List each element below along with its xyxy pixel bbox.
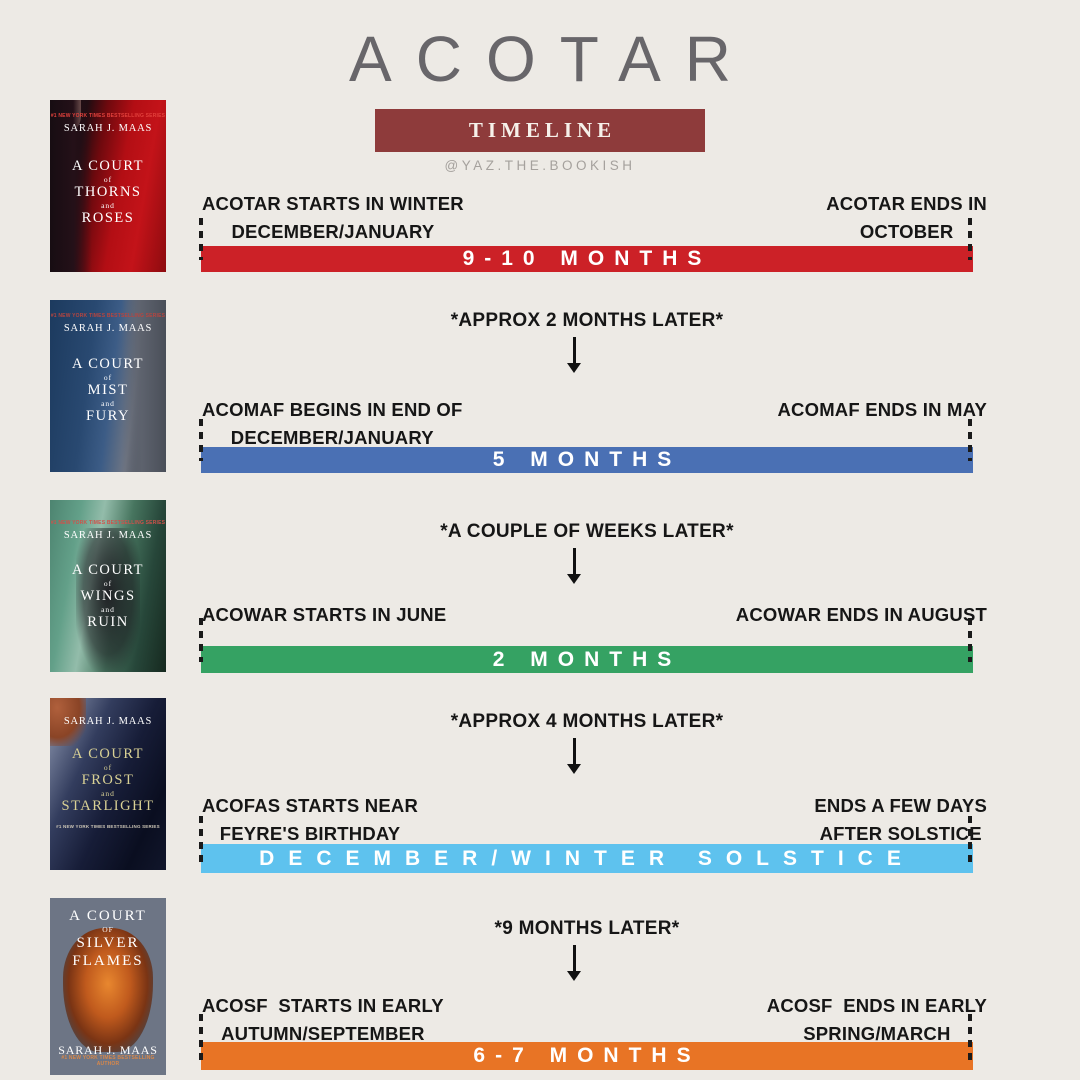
timeline-section-acotar: ACOTAR STARTS IN WINTER DECEMBER/JANUARY… (199, 190, 987, 272)
start-label: ACOTAR STARTS IN WINTER DECEMBER/JANUARY (202, 193, 464, 242)
cover-series-note: #1 NEW YORK TIMES BESTSELLING AUTHOR (61, 1055, 155, 1067)
down-arrow-icon (563, 337, 586, 375)
timeline-end-marker (968, 618, 972, 662)
duration-bar-acofas: DECEMBER/WINTER SOLSTICE (201, 844, 973, 873)
duration-label: 9-10 MONTHS (462, 247, 712, 270)
book-cover-acosf: A COURT OF SILVER FLAMES SARAH J. MAAS #… (50, 898, 166, 1075)
gap-note: *APPROX 2 MONTHS LATER* (450, 310, 724, 331)
cover-series-note: #1 NEW YORK TIMES BESTSELLING SERIES (50, 313, 166, 319)
duration-bar-acomaf: 5 MONTHS (201, 447, 973, 473)
timeline-end-marker (968, 1014, 972, 1060)
cover-author: SARAH J. MAAS (63, 716, 153, 727)
duration-bar-acowar: 2 MONTHS (201, 646, 973, 673)
duration-label: 6-7 MONTHS (473, 1044, 701, 1067)
duration-bar-acotar: 9-10 MONTHS (201, 246, 973, 272)
end-label: ACOSF ENDS IN EARLY SPRING/MARCH (766, 995, 987, 1044)
down-arrow-icon (563, 945, 586, 983)
cover-author: SARAH J. MAAS (63, 123, 153, 134)
timeline-start-marker (199, 419, 203, 461)
timeline-end-marker (968, 419, 972, 461)
down-arrow-icon (563, 548, 586, 586)
duration-bar-acosf: 6-7 MONTHS (201, 1042, 973, 1070)
timeline-start-marker (199, 816, 203, 864)
gap-note: *A COUPLE OF WEEKS LATER* (440, 521, 734, 542)
timeline-badge: TIMELINE (375, 109, 705, 152)
timeline-start-marker (199, 1014, 203, 1060)
timeline-end-marker (968, 816, 972, 864)
cover-title: A COURT OF SILVER FLAMES (69, 908, 147, 969)
cover-author: SARAH J. MAAS (58, 1043, 158, 1057)
cover-title: A COURT of FROST and STARLIGHT (61, 746, 155, 814)
start-label: ACOMAF BEGINS IN END OF DECEMBER/JANUARY (202, 399, 463, 448)
down-arrow-icon (563, 738, 586, 776)
start-label: ACOSF STARTS IN EARLY AUTUMN/SEPTEMBER (202, 995, 444, 1044)
timeline-section-acofas: *APPROX 4 MONTHS LATER* ACOFAS STARTS NE… (199, 711, 987, 874)
end-label: ACOMAF ENDS IN MAY (777, 399, 987, 420)
gap-note: *9 MONTHS LATER* (494, 918, 680, 939)
start-label: ACOWAR STARTS IN JUNE (202, 604, 447, 625)
book-cover-acofas: SARAH J. MAAS A COURT of FROST and STARL… (50, 698, 166, 870)
cover-title: A COURT of MIST and FURY (71, 356, 145, 424)
cover-series-note: #1 NEW YORK TIMES BESTSELLING SERIES (56, 824, 160, 829)
timeline-end-marker (968, 218, 972, 260)
end-label: ENDS A FEW DAYS AFTER SOLSTICE (814, 795, 987, 844)
timeline-start-marker (199, 618, 203, 662)
cover-series-note: #1 NEW YORK TIMES BESTSELLING SERIES (50, 520, 166, 526)
page-title: ACOTAR (349, 23, 755, 95)
cover-series-note: #1 NEW YORK TIMES BESTSELLING SERIES (50, 113, 166, 119)
timeline-start-marker (199, 218, 203, 260)
gap-note: *APPROX 4 MONTHS LATER* (450, 711, 724, 732)
duration-label: DECEMBER/WINTER SOLSTICE (259, 846, 915, 870)
cover-author: SARAH J. MAAS (63, 323, 153, 334)
duration-label: 5 MONTHS (492, 448, 682, 471)
book-cover-acotar: #1 NEW YORK TIMES BESTSELLING SERIES SAR… (50, 100, 166, 272)
end-label: ACOWAR ENDS IN AUGUST (735, 604, 987, 625)
book-cover-acomaf: #1 NEW YORK TIMES BESTSELLING SERIES SAR… (50, 300, 166, 472)
timeline-section-acomaf: *APPROX 2 MONTHS LATER* ACOMAF BEGINS IN… (199, 310, 987, 475)
instagram-handle: @YAZ.THE.BOOKISH (444, 158, 636, 173)
book-cover-acowar: #1 NEW YORK TIMES BESTSELLING SERIES SAR… (50, 500, 166, 672)
timeline-section-acosf: *9 MONTHS LATER* ACOSF STARTS IN EARLY A… (199, 918, 987, 1071)
duration-label: 2 MONTHS (492, 647, 682, 671)
cover-author: SARAH J. MAAS (63, 530, 153, 541)
timeline-section-acowar: *A COUPLE OF WEEKS LATER* ACOWAR STARTS … (199, 521, 987, 674)
cover-title: A COURT of WINGS and RUIN (71, 562, 145, 630)
cover-title: A COURT of THORNS and ROSES (71, 158, 145, 226)
start-label: ACOFAS STARTS NEAR FEYRE'S BIRTHDAY (202, 795, 419, 844)
end-label: ACOTAR ENDS IN OCTOBER (826, 193, 987, 242)
